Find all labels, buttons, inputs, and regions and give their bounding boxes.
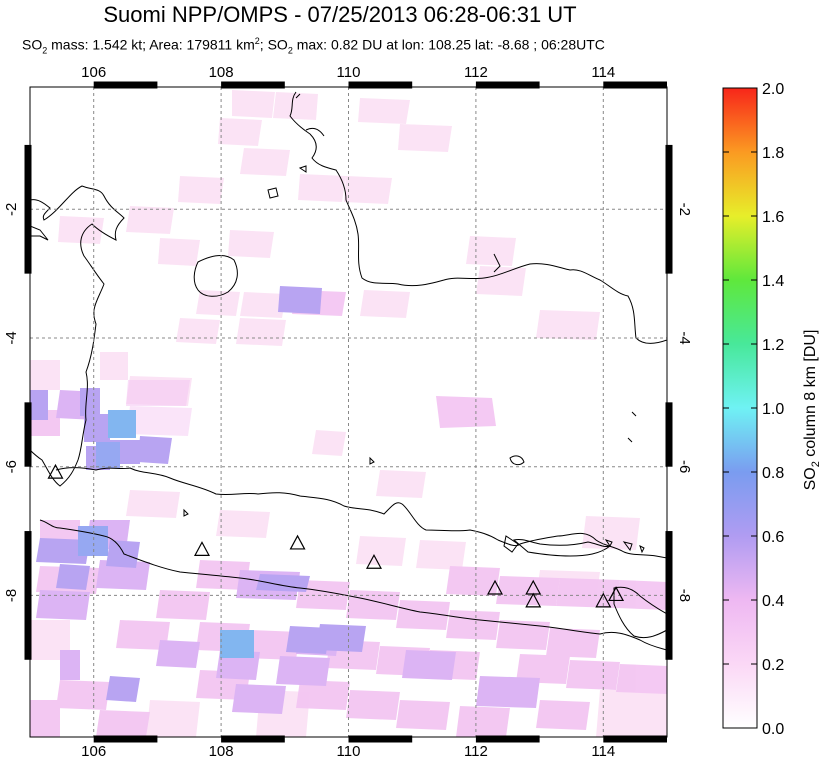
so2-pixels [30, 90, 667, 737]
border-bar-top [93, 81, 158, 89]
border-bar-right [665, 402, 673, 467]
lat-labels-right: -2 -4 -6 -8 [676, 203, 693, 602]
volcano-marker [193, 541, 210, 556]
border-bar-top [603, 81, 667, 89]
volcano-markers [47, 463, 625, 608]
lat-label-left: -4 [3, 331, 20, 344]
colorbar-tick-label: 0.0 [762, 721, 784, 738]
lat-label-right: -8 [676, 589, 693, 602]
border-bar-bottom [475, 735, 540, 743]
colorbar-tick-label: 1.6 [762, 209, 784, 226]
border-bar-left [24, 144, 32, 274]
border-bar-bottom [221, 735, 285, 743]
border-bar-bottom [603, 735, 667, 743]
lon-label-bottom: 106 [81, 743, 106, 759]
lon-labels-bottom: 106 108 110 112 114 [81, 743, 615, 759]
volcano-marker [525, 592, 542, 608]
lat-label-left: -6 [3, 460, 20, 473]
lat-label-left: -8 [3, 589, 20, 602]
lon-label-top: 112 [464, 64, 488, 81]
lat-labels-left: -2 -4 -6 -8 [3, 203, 20, 602]
map-border-bars [24, 81, 673, 743]
lon-labels-top: 106 108 110 112 114 [81, 64, 615, 81]
lon-label-top: 114 [591, 64, 615, 81]
colorbar-tick-label: 1.2 [762, 337, 784, 354]
border-bar-top [475, 81, 540, 89]
colorbar-tick-label: 1.8 [762, 145, 784, 162]
map-title: Suomi NPP/OMPS - 07/25/2013 06:28-06:31 … [103, 2, 577, 27]
lat-label-left: -2 [3, 203, 20, 216]
lon-label-bottom: 108 [209, 743, 234, 759]
volcano-marker [487, 579, 504, 595]
map-grid [30, 87, 667, 737]
lat-label-right: -6 [676, 460, 693, 473]
lon-label-bottom: 112 [464, 743, 488, 759]
border-bar-top [221, 81, 285, 89]
border-bar-bottom [348, 735, 413, 743]
colorbar-label: SO2 column 8 km [DU] [802, 330, 822, 491]
colorbar-ticks: 0.0 0.2 0.4 0.6 0.8 1.0 1.2 1.4 1.6 1.8 2.0 [723, 81, 784, 738]
colorbar-tick-label: 0.6 [762, 529, 784, 546]
colorbar-tick-label: 0.4 [762, 593, 784, 610]
colorbar-tick-label: 1.0 [762, 401, 784, 418]
volcano-marker [365, 553, 382, 569]
border-bar-left [24, 402, 32, 467]
border-bar-right [665, 144, 673, 274]
lat-label-right: -4 [676, 331, 693, 344]
map-subtitle: SO2 mass: 1.542 kt; Area: 179811 km2; SO… [22, 36, 605, 56]
border-bar-right [665, 531, 673, 660]
colorbar-tick-label: 0.2 [762, 657, 784, 674]
coastlines [30, 91, 667, 651]
lon-label-top: 108 [209, 64, 234, 81]
border-bar-top [348, 81, 413, 89]
lon-label-top: 110 [337, 64, 361, 81]
lon-label-bottom: 114 [591, 743, 615, 759]
volcano-marker [595, 592, 612, 608]
colorbar-tick-label: 1.4 [762, 273, 784, 290]
border-bar-bottom [93, 735, 158, 743]
colorbar-tick-label: 0.8 [762, 465, 784, 482]
lon-label-bottom: 110 [337, 743, 361, 759]
lon-label-top: 106 [81, 64, 106, 81]
lat-label-right: -2 [676, 203, 693, 216]
volcano-marker [608, 586, 625, 602]
border-bar-left [24, 531, 32, 660]
volcano-marker [47, 463, 64, 479]
volcano-marker [289, 534, 306, 550]
colorbar-tick-label: 2.0 [762, 81, 784, 98]
